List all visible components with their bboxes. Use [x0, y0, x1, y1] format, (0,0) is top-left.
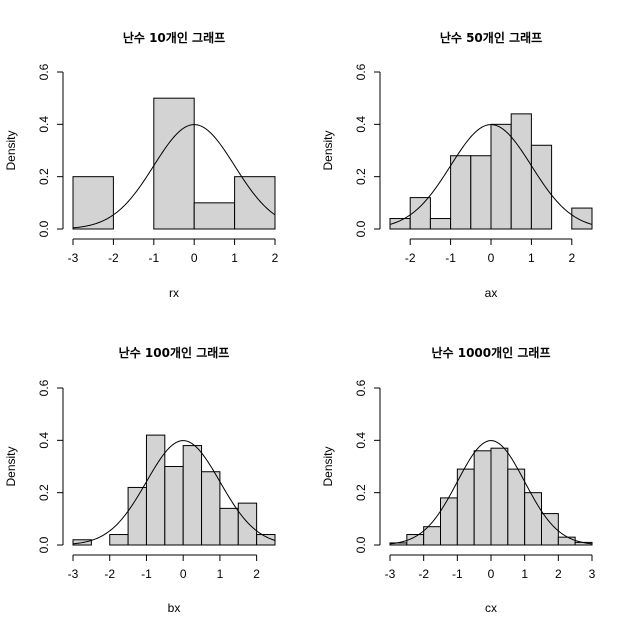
normal-density-curve	[72, 440, 276, 545]
normal-density-curve	[72, 124, 276, 229]
y-tick-label: 0.2	[354, 484, 368, 501]
histogram-panel-1: 난수 10개인 그래프 -3 -2 -1 0 1 2 0.0 0.2 0.4 0.6 rx Densit…	[4, 30, 279, 300]
histogram-bar	[557, 536, 576, 546]
y-tick-label: 0.6	[37, 379, 51, 396]
x-tick-label: 1	[231, 251, 238, 265]
y-tick-label: 0.4	[354, 432, 368, 449]
histogram-panel-4: 난수 1000개인 그래프 -3 -2 -1 0 1 2 3 0.0 0.2 0.4 0.6 cx Den…	[321, 345, 596, 615]
histogram-bar	[127, 486, 147, 546]
histogram-bar	[219, 507, 239, 546]
y-axis-label: Density	[4, 446, 18, 486]
histogram-bar	[109, 534, 129, 546]
x-tick-label: 0	[488, 567, 495, 581]
histogram-bar	[440, 497, 458, 546]
chart-title: 난수 100개인 그래프	[119, 345, 230, 360]
x-tick-label: 0	[191, 251, 198, 265]
histogram-bar	[473, 450, 492, 546]
histogram-bar	[164, 466, 184, 546]
histogram-bar	[571, 207, 593, 230]
y-tick-label: 0.4	[37, 116, 51, 133]
histogram-bar	[524, 492, 543, 546]
x-axis-label: cx	[485, 601, 497, 615]
histogram-panel-2: 난수 50개인 그래프 -2 -1 0 1 2 0.0 0.2 0.4 0.6 ax Density	[321, 30, 593, 300]
y-tick-label: 0.4	[354, 116, 368, 133]
y-tick-label: 0.6	[354, 379, 368, 396]
histogram-bar	[507, 468, 526, 546]
x-tick-label: 1	[528, 251, 535, 265]
x-axis-label: bx	[168, 601, 181, 615]
histogram-bar	[153, 97, 195, 230]
x-tick-label: 3	[589, 567, 596, 581]
y-axis-label: Density	[321, 446, 335, 486]
x-tick-label: -2	[418, 567, 429, 581]
y-tick-label: 0.0	[37, 220, 51, 237]
x-tick-label: -2	[104, 567, 115, 581]
x-tick-label: 1	[217, 567, 224, 581]
normal-density-curve	[389, 124, 593, 225]
normal-density-curve	[389, 440, 593, 545]
histogram-bar	[530, 144, 553, 230]
histogram-bar	[456, 468, 475, 546]
histogram-bar	[490, 123, 512, 230]
x-tick-label: -3	[385, 567, 396, 581]
x-tick-label: -2	[405, 251, 416, 265]
y-tick-label: 0.4	[37, 432, 51, 449]
histogram-bar	[193, 202, 236, 230]
x-tick-label: -3	[68, 567, 79, 581]
x-tick-label: 1	[521, 567, 528, 581]
histogram-bar	[541, 513, 559, 546]
x-axis-label: rx	[169, 286, 179, 300]
y-tick-label: 0.2	[37, 484, 51, 501]
histogram-bar	[409, 197, 431, 230]
y-tick-label: 0.2	[37, 168, 51, 185]
y-axis-label: Density	[4, 130, 18, 170]
y-tick-label: 0.6	[37, 63, 51, 80]
histogram-bar	[182, 445, 203, 546]
x-tick-label: 2	[568, 251, 575, 265]
histogram-bar	[72, 176, 114, 230]
y-tick-label: 0.0	[37, 536, 51, 553]
histogram-bar	[510, 113, 532, 230]
x-tick-label: 0	[488, 251, 495, 265]
histogram-bar	[234, 176, 276, 230]
x-tick-label: 0	[180, 567, 187, 581]
histogram-bar	[470, 155, 492, 230]
histogram-bar	[201, 471, 221, 546]
y-tick-label: 0.6	[354, 63, 368, 80]
histogram-bar	[429, 218, 452, 230]
chart-title: 난수 1000개인 그래프	[431, 345, 550, 360]
x-tick-label: -3	[68, 251, 79, 265]
x-axis-label: ax	[485, 286, 498, 300]
x-tick-label: -1	[148, 251, 159, 265]
y-tick-label: 0.0	[354, 536, 368, 553]
y-tick-label: 0.0	[354, 220, 368, 237]
histogram-bar	[423, 526, 441, 546]
x-tick-label: -1	[452, 567, 463, 581]
chart-title: 난수 10개인 그래프	[123, 30, 225, 45]
x-tick-label: -1	[141, 567, 152, 581]
x-tick-label: -2	[108, 251, 119, 265]
x-tick-label: 2	[555, 567, 562, 581]
y-tick-label: 0.2	[354, 168, 368, 185]
histogram-panel-3: 난수 100개인 그래프 -3 -2 -1 0 1 2 0.0 0.2 0.4 0.6 bx Densi…	[4, 345, 276, 615]
chart-title: 난수 50개인 그래프	[440, 30, 542, 45]
histogram-bar	[145, 434, 166, 546]
histogram-bar	[490, 447, 509, 546]
histogram-bar	[237, 502, 258, 546]
histogram-bar	[256, 534, 276, 546]
y-axis-label: Density	[321, 130, 335, 170]
histogram-bar	[450, 155, 472, 230]
x-tick-label: 2	[272, 251, 279, 265]
x-tick-label: 2	[253, 567, 260, 581]
x-tick-label: -1	[445, 251, 456, 265]
